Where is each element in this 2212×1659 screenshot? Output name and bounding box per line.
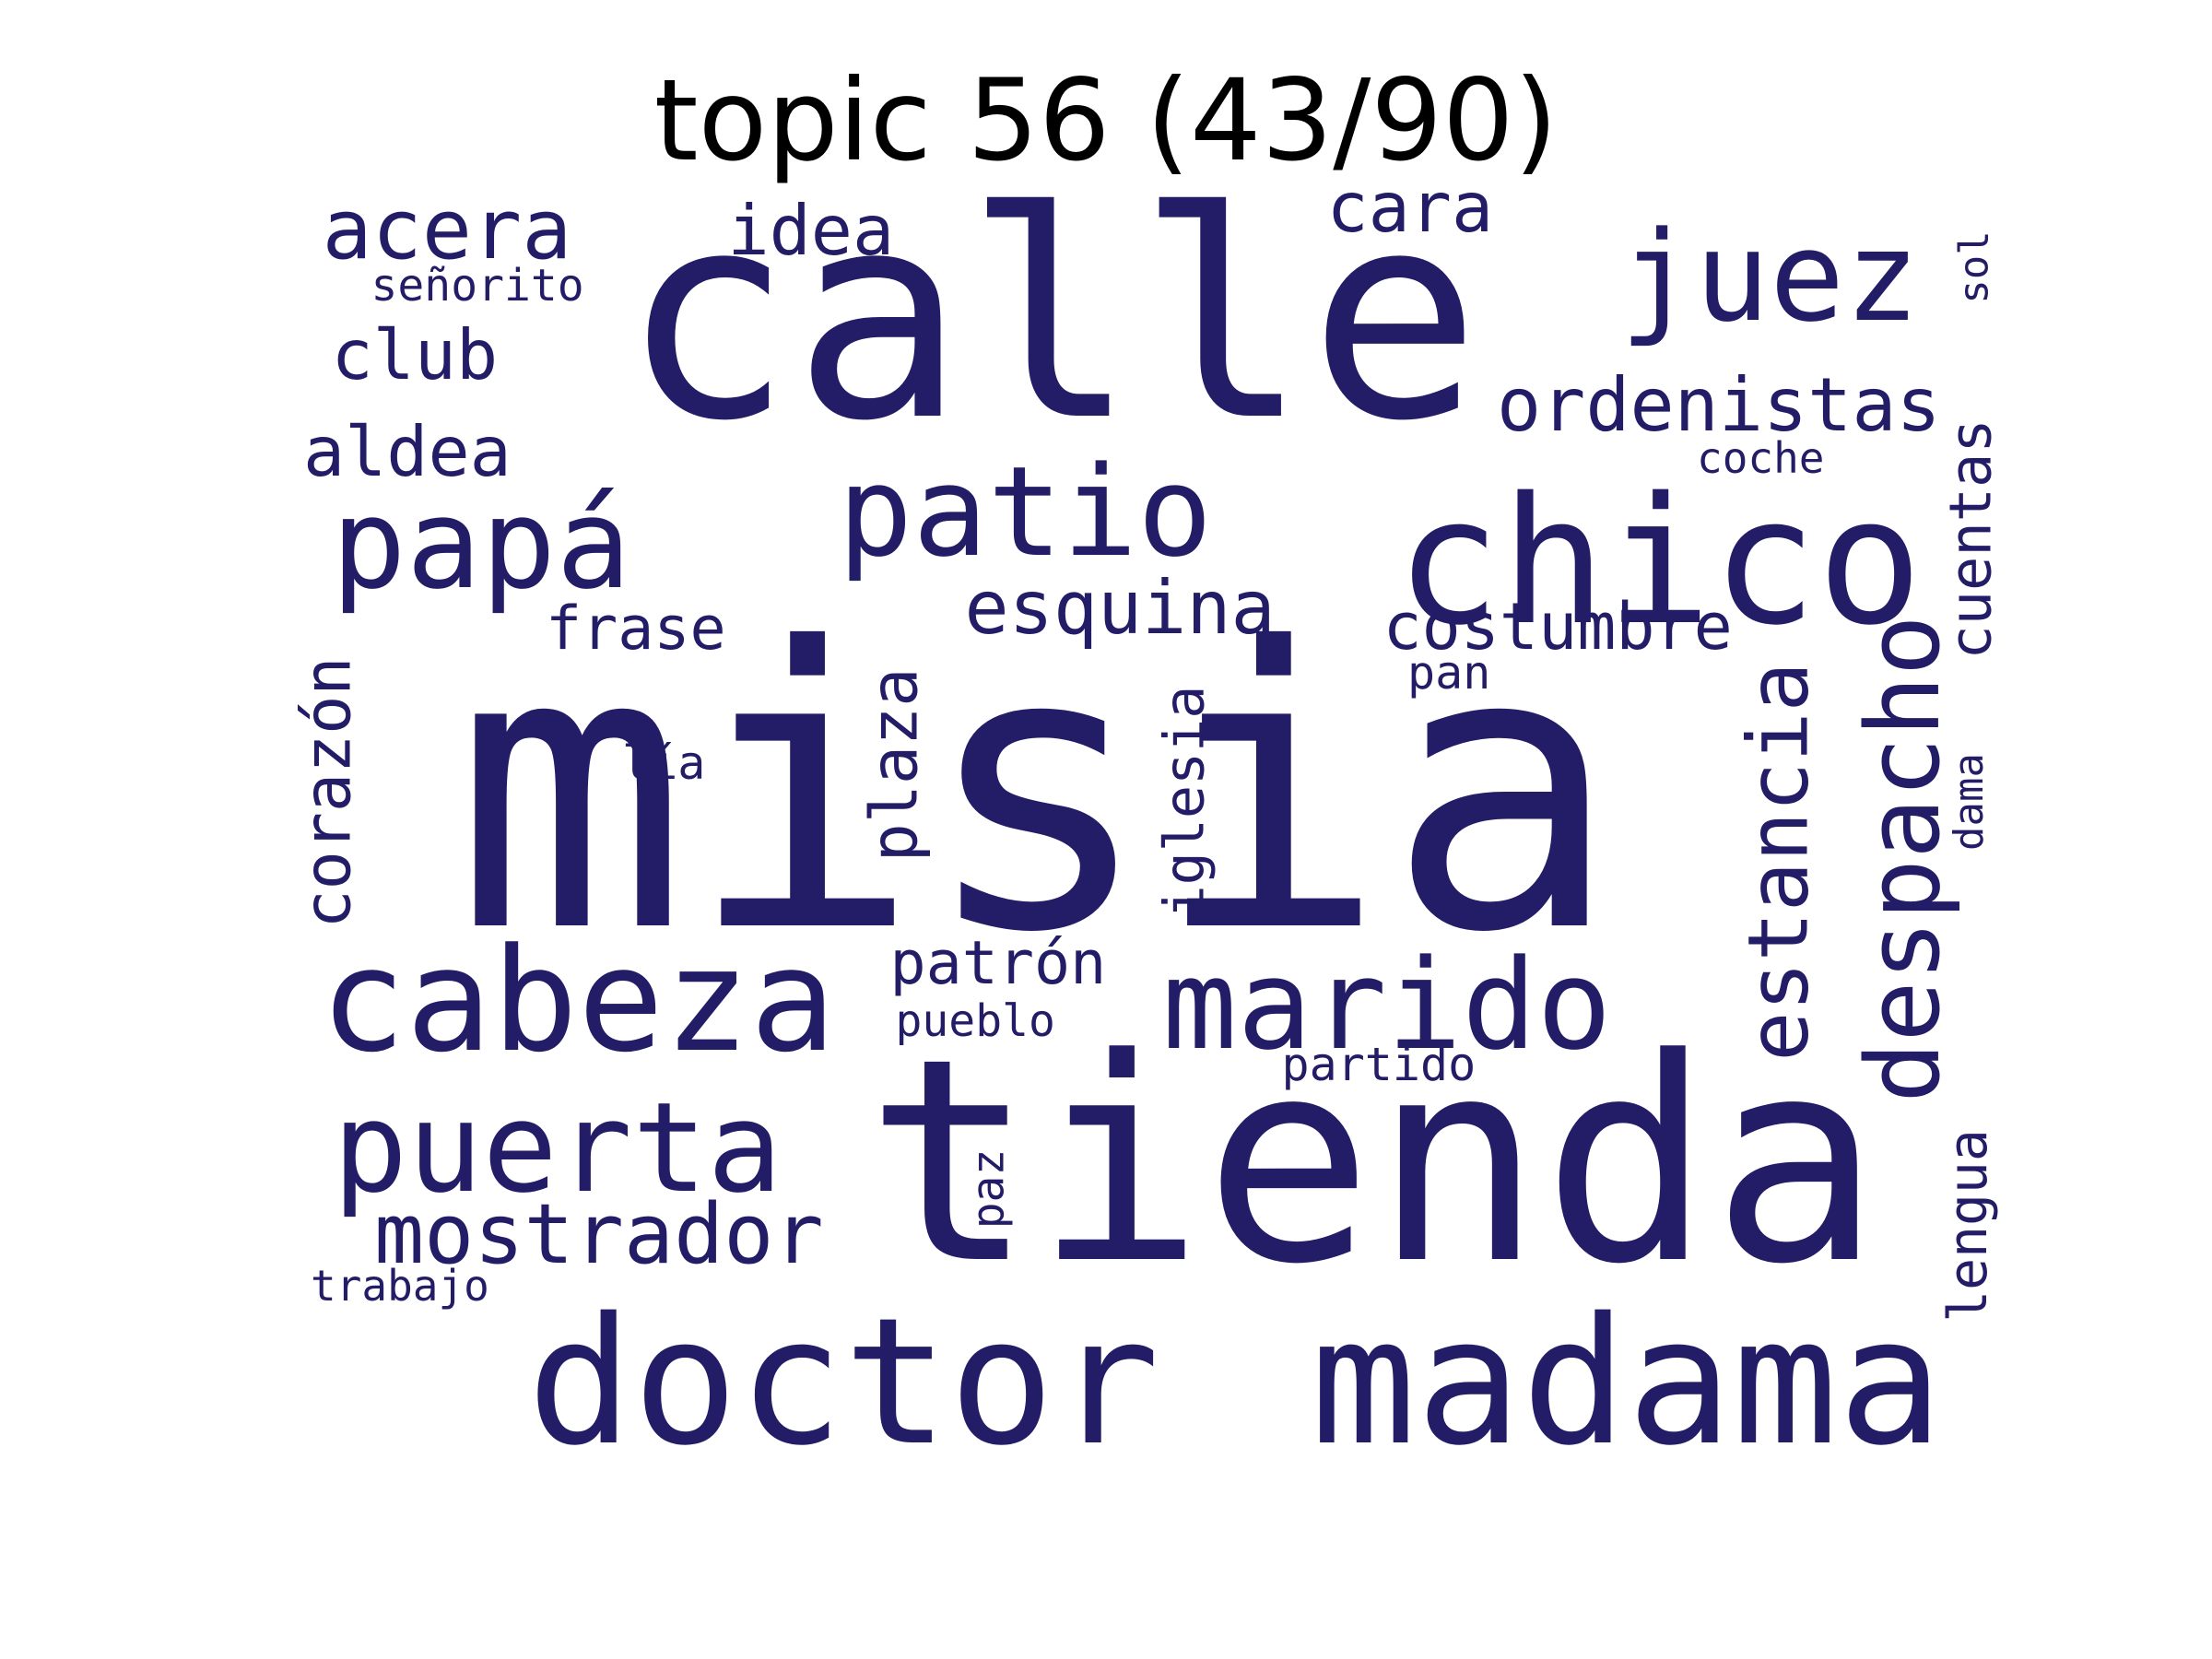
word-pan: pan (1407, 646, 1491, 700)
word-cuentas: cuentas (1936, 418, 2005, 660)
word-partido: partido (1281, 1038, 1477, 1091)
word-marido: marido (1162, 932, 1612, 1077)
word-corazon: corazón (289, 656, 366, 929)
word-coche: coche (1697, 433, 1825, 483)
word-chico: chico (1395, 460, 1923, 664)
word-sol: sol (1950, 230, 1998, 304)
word-doctor: doctor (527, 1280, 1160, 1484)
word-costumbre: costumbre (1382, 589, 1733, 665)
word-frase: frase (546, 594, 726, 664)
word-puerta: puerta (333, 1075, 782, 1220)
word-cabeza: cabeza (320, 916, 836, 1084)
word-esquina: esquina (964, 565, 1276, 651)
word-idea: idea (727, 189, 895, 271)
cloud-title: topic 56 (43/90) (653, 55, 1559, 186)
word-ordenistas: ordenistas (1497, 362, 1941, 448)
word-patio: patio (838, 439, 1213, 584)
word-mostrador: mostrador (374, 1186, 824, 1283)
word-tienda: tienda (865, 997, 1881, 1325)
word-plaza: plaza (855, 667, 932, 863)
word-juez: juez (1619, 204, 1920, 349)
word-despacho: despacho (1843, 615, 1962, 1103)
word-cara: cara (1326, 166, 1494, 248)
word-trabajo: trabajo (311, 1261, 489, 1311)
word-patron: patrón (889, 928, 1107, 998)
word-club: club (331, 313, 499, 395)
word-iglesia: iglesia (1151, 685, 1217, 919)
word-paz: paz (961, 1148, 1014, 1230)
word-papa: papá (331, 471, 631, 617)
word-senorito: señorito (371, 260, 584, 312)
word-lengua: lengua (1936, 1129, 1999, 1323)
word-lia: lía (622, 736, 706, 790)
word-misia: misia (454, 567, 1620, 1018)
word-madama: madama (1311, 1280, 1944, 1484)
word-pueblo: pueblo (895, 995, 1055, 1047)
word-dama: dama (1945, 753, 1993, 851)
word-estancia: estancia (1730, 662, 1828, 1062)
word-aldea: aldea (303, 410, 512, 492)
word-calle: calle (620, 151, 1481, 484)
word-acera: acera (322, 182, 572, 278)
